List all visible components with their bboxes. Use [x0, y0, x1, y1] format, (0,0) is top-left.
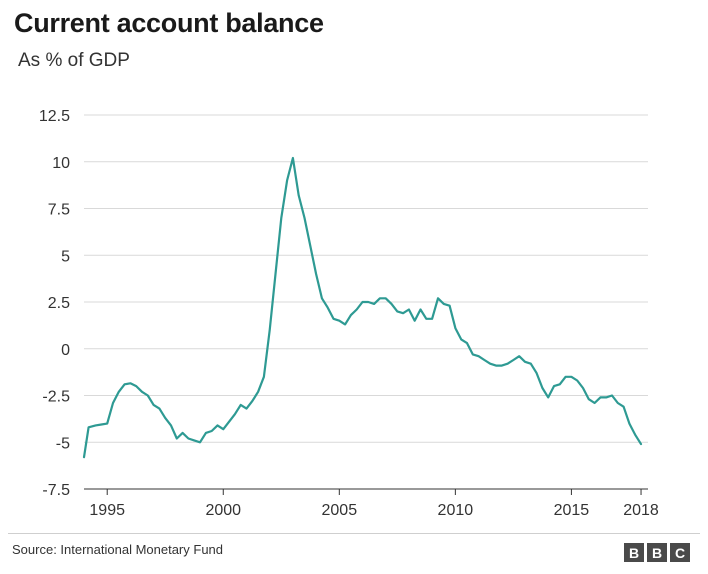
y-tick-label: 0 [61, 342, 70, 359]
chart-title: Current account balance [14, 8, 324, 38]
bbc-logo-block: B [647, 543, 667, 562]
gridlines [84, 114, 648, 490]
y-tick-label: 2.5 [48, 295, 70, 312]
x-tick-label: 2015 [554, 502, 590, 519]
x-tick-label: 2010 [438, 502, 474, 519]
x-tick-label: 2005 [322, 502, 358, 519]
series-line [82, 156, 643, 459]
series-layer [82, 156, 643, 459]
bbc-logo-block: B [624, 543, 644, 562]
y-tick-label: -7.5 [42, 482, 70, 499]
y-tick-label: 5 [61, 248, 70, 265]
y-tick-label: -2.5 [42, 389, 70, 406]
x-tick-label: 2018 [623, 502, 659, 519]
y-tick-label: 12.5 [39, 108, 70, 125]
source-note: Source: International Monetary Fund [12, 542, 224, 557]
y-tick-label: 10 [52, 155, 70, 172]
chart-subtitle: As % of GDP [18, 50, 130, 71]
bbc-logo-block: C [670, 543, 690, 562]
x-tick-label: 2000 [205, 502, 241, 519]
x-tick-label: 1995 [89, 502, 125, 519]
x-axis-tick-labels: 1995 2000 2005 2010 2015 2018 [89, 489, 659, 519]
bbc-logo: B B C [624, 543, 690, 562]
y-tick-label: -5 [56, 435, 70, 452]
y-tick-label: 7.5 [48, 202, 70, 219]
footer-divider [8, 533, 700, 534]
y-axis-tick-labels: 12.5 10 7.5 5 2.5 0 -2.5 -5 -7.5 [39, 108, 70, 499]
